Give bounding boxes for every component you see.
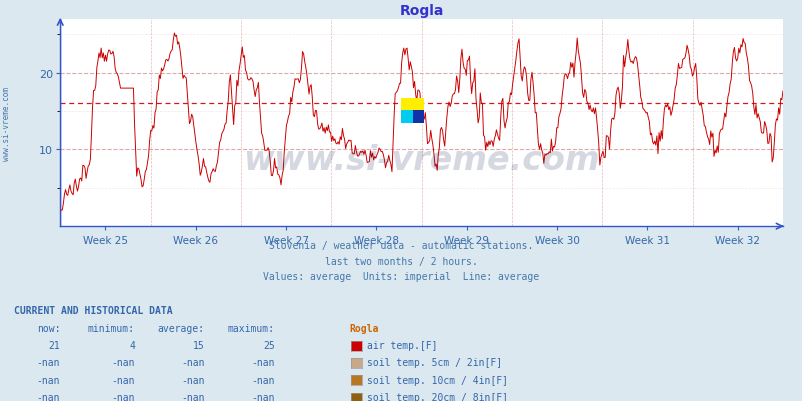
- Text: www.si-vreme.com: www.si-vreme.com: [2, 86, 11, 160]
- Text: 4: 4: [129, 340, 135, 350]
- Text: last two months / 2 hours.: last two months / 2 hours.: [325, 256, 477, 266]
- Text: soil temp. 5cm / 2in[F]: soil temp. 5cm / 2in[F]: [367, 357, 501, 367]
- Text: -nan: -nan: [111, 357, 135, 367]
- Text: soil temp. 20cm / 8in[F]: soil temp. 20cm / 8in[F]: [367, 392, 508, 401]
- Text: -nan: -nan: [251, 392, 274, 401]
- Text: CURRENT AND HISTORICAL DATA: CURRENT AND HISTORICAL DATA: [14, 305, 173, 315]
- Title: Rogla: Rogla: [399, 4, 444, 18]
- Text: Rogla: Rogla: [349, 323, 379, 333]
- Text: Values: average  Units: imperial  Line: average: Values: average Units: imperial Line: av…: [263, 271, 539, 281]
- Text: -nan: -nan: [37, 357, 60, 367]
- Text: -nan: -nan: [181, 357, 205, 367]
- Bar: [412, 111, 424, 124]
- Text: -nan: -nan: [111, 375, 135, 385]
- Text: -nan: -nan: [37, 392, 60, 401]
- Text: -nan: -nan: [181, 392, 205, 401]
- Text: 21: 21: [48, 340, 60, 350]
- Text: maximum:: maximum:: [227, 323, 274, 333]
- Text: -nan: -nan: [111, 392, 135, 401]
- Text: minimum:: minimum:: [87, 323, 135, 333]
- Bar: [401, 99, 424, 111]
- Text: www.si-vreme.com: www.si-vreme.com: [243, 144, 599, 177]
- Text: -nan: -nan: [37, 375, 60, 385]
- Text: 15: 15: [192, 340, 205, 350]
- Text: average:: average:: [157, 323, 205, 333]
- Text: -nan: -nan: [251, 375, 274, 385]
- Text: now:: now:: [37, 323, 60, 333]
- Text: air temp.[F]: air temp.[F]: [367, 340, 437, 350]
- Text: soil temp. 10cm / 4in[F]: soil temp. 10cm / 4in[F]: [367, 375, 508, 385]
- Text: -nan: -nan: [181, 375, 205, 385]
- Text: Slovenia / weather data - automatic stations.: Slovenia / weather data - automatic stat…: [269, 241, 533, 251]
- Text: -nan: -nan: [251, 357, 274, 367]
- Text: 25: 25: [262, 340, 274, 350]
- Bar: [401, 111, 412, 124]
